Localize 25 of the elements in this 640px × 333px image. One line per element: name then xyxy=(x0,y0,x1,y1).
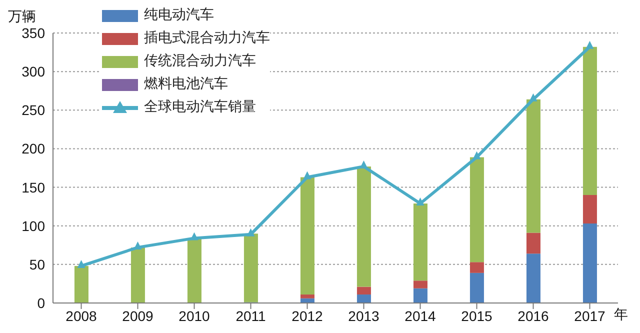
y-axis-title: 万辆 xyxy=(8,8,36,26)
y-tick-label: 250 xyxy=(22,102,46,118)
y-tick-label: 350 xyxy=(22,24,46,41)
legend-label: 纯电动汽车 xyxy=(144,6,214,25)
x-tick-label: 2012 xyxy=(292,308,324,324)
legend-label: 插电式混合动力汽车 xyxy=(144,29,270,48)
x-axis-title: 年 xyxy=(614,306,628,322)
x-tick-label: 2015 xyxy=(461,308,493,324)
y-tick-label: 300 xyxy=(22,64,46,80)
x-tick-label: 2016 xyxy=(518,308,550,324)
x-tick-label: 2014 xyxy=(404,308,436,324)
y-tick-label: 200 xyxy=(22,140,46,157)
legend-label: 传统混合动力汽车 xyxy=(144,52,256,71)
x-tick-label: 2009 xyxy=(122,308,154,324)
x-tick-label: 2010 xyxy=(178,308,210,324)
y-tick-label: 50 xyxy=(29,256,46,272)
y-tick-label: 0 xyxy=(37,294,46,311)
x-tick-label: 2008 xyxy=(66,308,98,324)
x-tick-label: 2013 xyxy=(348,308,380,324)
x-tick-label: 2011 xyxy=(236,308,266,324)
y-tick-label: 150 xyxy=(22,179,46,196)
y-tick-label: 100 xyxy=(22,218,46,234)
legend-label: 燃料电池汽车 xyxy=(144,75,228,94)
x-tick-label: 2017 xyxy=(574,308,606,324)
legend-label: 全球电动汽车销量 xyxy=(144,98,256,117)
